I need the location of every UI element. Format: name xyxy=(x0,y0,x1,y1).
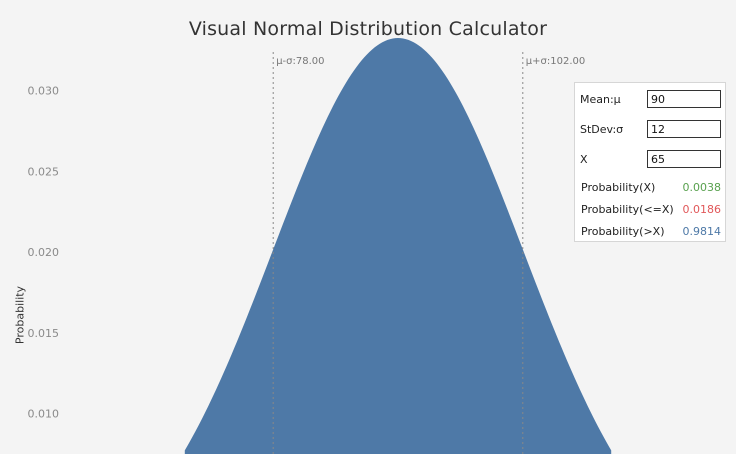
parameter-panel: Mean:μ StDev:σ X Probability(X) 0.0038 P… xyxy=(574,82,726,242)
prob-x-label: Probability(X) xyxy=(581,180,656,194)
x-row: X xyxy=(580,150,721,168)
stdev-label: StDev:σ xyxy=(580,122,624,136)
y-tick-label: 0.010 xyxy=(28,408,60,421)
mu-minus-sigma-label: μ-σ:78.00 xyxy=(276,56,324,67)
stdev-row: StDev:σ xyxy=(580,120,721,138)
chart-title: Visual Normal Distribution Calculator xyxy=(188,18,548,40)
mean-label: Mean:μ xyxy=(580,92,621,106)
y-tick-label: 0.025 xyxy=(28,165,60,178)
stdev-input[interactable] xyxy=(647,120,721,138)
prob-x-value: 0.0038 xyxy=(682,180,722,194)
mean-row: Mean:μ xyxy=(580,90,721,108)
x-label: X xyxy=(580,152,588,166)
normal-curve-area xyxy=(184,38,612,454)
mean-input[interactable] xyxy=(647,90,721,108)
prob-le-value: 0.0186 xyxy=(682,202,722,216)
y-axis-ticks: 0.010 0.015 0.020 0.025 0.030 xyxy=(28,84,60,420)
y-axis-label: Probability xyxy=(13,285,27,345)
prob-gt-value: 0.9814 xyxy=(682,224,722,238)
mu-plus-sigma-label: μ+σ:102.00 xyxy=(526,56,585,67)
y-tick-label: 0.030 xyxy=(28,84,60,97)
prob-gt-label: Probability(>X) xyxy=(581,224,665,238)
prob-le-row: Probability(<=X) 0.0186 xyxy=(581,201,721,217)
y-tick-label: 0.020 xyxy=(28,246,60,259)
reference-lines: μ-σ:78.00 μ+σ:102.00 xyxy=(272,52,585,454)
x-input[interactable] xyxy=(647,150,721,168)
prob-le-label: Probability(<=X) xyxy=(581,202,674,216)
prob-x-row: Probability(X) 0.0038 xyxy=(581,179,721,195)
y-tick-label: 0.015 xyxy=(28,327,60,340)
prob-gt-row: Probability(>X) 0.9814 xyxy=(581,223,721,239)
